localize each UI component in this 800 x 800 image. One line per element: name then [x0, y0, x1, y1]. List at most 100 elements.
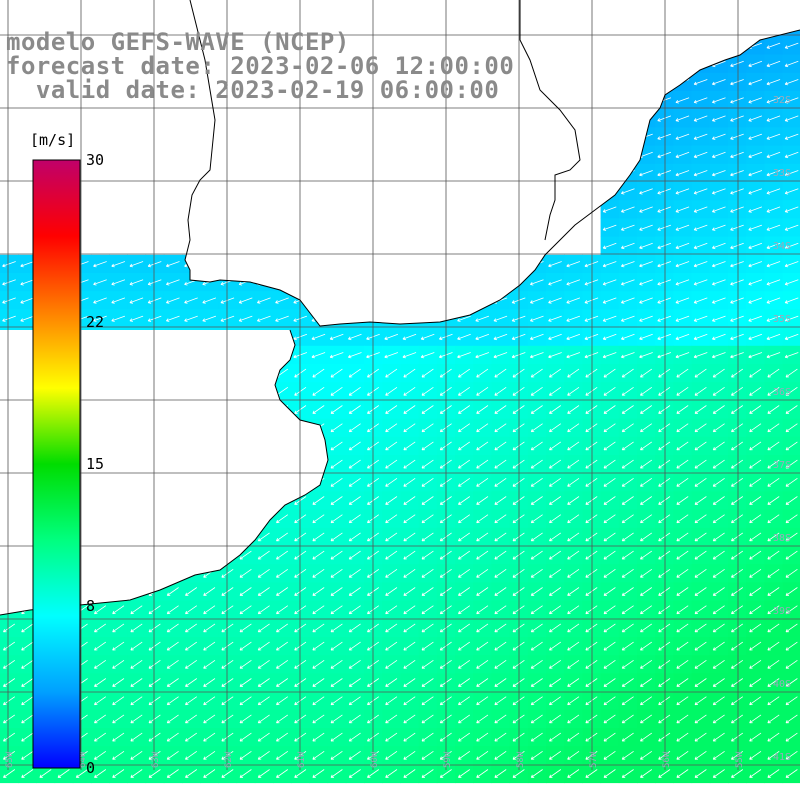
wind-arrow: [603, 496, 616, 505]
wind-arrow: [639, 297, 653, 304]
wind-arrow: [549, 623, 562, 633]
wind-arrow: [348, 514, 361, 524]
wind-arrow: [784, 242, 799, 250]
wind-arrow: [239, 696, 252, 706]
wind-arrow: [567, 532, 580, 542]
wind-arrow: [257, 605, 270, 615]
wind-arrow: [767, 441, 780, 451]
wind-arrow: [330, 641, 343, 651]
wind-arrow: [111, 297, 126, 304]
wind-arrow: [731, 459, 744, 469]
wind-arrow: [549, 587, 562, 596]
wind-arrow: [766, 79, 781, 86]
wind-arrow: [330, 459, 343, 469]
wind-arrow: [712, 587, 725, 596]
wind-arrow: [203, 659, 216, 669]
wind-arrow: [603, 550, 616, 560]
wind-arrow: [658, 678, 671, 687]
wind-arrow: [658, 714, 671, 724]
wind-arrow: [748, 133, 763, 140]
wind-arrow: [620, 206, 635, 213]
model-title: modelo GEFS-WAVE (NCEP): [6, 28, 350, 56]
wind-arrow: [530, 714, 543, 724]
wind-arrow: [731, 659, 744, 669]
colorbar-tick-label: 15: [86, 455, 105, 473]
wind-arrow: [276, 696, 289, 706]
wind-arrow: [711, 79, 726, 86]
wind-arrow: [530, 550, 543, 560]
wind-arrow: [785, 423, 798, 433]
wind-arrow: [658, 587, 671, 596]
wind-arrow: [767, 659, 780, 669]
wind-arrow: [748, 333, 763, 341]
wind-arrow: [730, 133, 744, 140]
colorbar-tick-label: 22: [86, 313, 105, 332]
wind-arrow: [549, 605, 562, 615]
wind-arrow: [239, 641, 252, 651]
wind-arrow: [639, 333, 653, 341]
wind-arrow: [348, 732, 361, 742]
wind-arrow: [476, 441, 489, 451]
wind-arrow: [203, 769, 216, 778]
wind-arrow: [694, 678, 707, 687]
wind-arrow: [221, 750, 234, 760]
wind-arrow: [730, 242, 744, 250]
wind-arrow: [239, 714, 252, 724]
wind-arrow: [221, 623, 234, 633]
wind-arrow: [585, 386, 598, 396]
wind-arrow: [567, 714, 580, 724]
wind-arrow: [549, 459, 562, 469]
wind-arrow: [458, 750, 471, 760]
wind-arrow: [148, 678, 161, 687]
wind-arrow: [712, 623, 725, 633]
lon-label: 61W: [297, 751, 307, 768]
wind-arrow: [312, 641, 325, 651]
wind-arrow: [421, 769, 434, 778]
wind-arrow: [585, 405, 598, 414]
wind-arrow: [94, 750, 107, 760]
wind-arrow: [548, 333, 562, 341]
wind-arrow: [748, 115, 763, 122]
wind-arrow: [112, 678, 125, 687]
wind-arrow: [529, 279, 544, 286]
wind-arrow: [620, 279, 635, 286]
wind-arrow: [730, 279, 744, 286]
wind-arrow: [420, 333, 435, 341]
wind-arrow: [330, 587, 343, 596]
wind-arrow: [185, 587, 198, 596]
wind-arrow: [620, 261, 635, 268]
wind-arrow: [620, 297, 635, 304]
wind-arrow: [148, 696, 161, 706]
wind-arrow: [548, 297, 562, 304]
wind-arrow: [767, 587, 780, 596]
wind-arrow: [476, 732, 489, 742]
wind-arrow: [549, 423, 562, 433]
wind-arrow: [640, 423, 653, 433]
wind-arrow: [403, 550, 416, 560]
wind-arrow: [129, 297, 144, 304]
wind-arrow: [2, 279, 16, 286]
wind-arrow: [458, 386, 471, 396]
wind-arrow: [494, 696, 507, 706]
wind-arrow: [748, 315, 763, 322]
wind-arrow: [603, 732, 616, 742]
wind-arrow: [731, 532, 744, 542]
wind-arrow: [730, 352, 744, 359]
wind-arrow: [585, 659, 598, 669]
wind-arrow: [694, 405, 707, 414]
wind-arrow: [549, 732, 562, 742]
wind-arrow: [694, 550, 707, 560]
wind-arrow: [239, 623, 252, 633]
wind-arrow: [458, 368, 471, 378]
wind-arrow: [348, 568, 361, 578]
wind-arrow: [785, 678, 798, 687]
wind-arrow: [694, 714, 707, 724]
wind-arrow: [276, 605, 289, 615]
wind-arrow: [749, 514, 762, 524]
wind-arrow: [731, 623, 744, 633]
wind-arrow: [730, 206, 744, 213]
wind-arrow: [621, 459, 634, 469]
wind-arrow: [693, 352, 708, 359]
wind-arrow: [112, 623, 125, 633]
